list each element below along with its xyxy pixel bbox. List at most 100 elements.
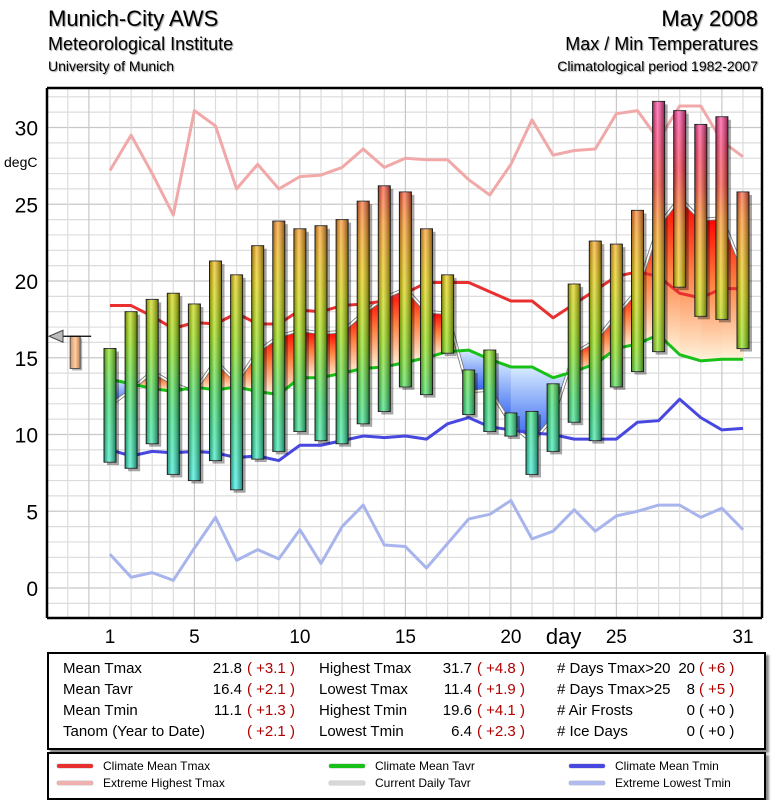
bar-shine [399, 191, 412, 387]
bar-shine [230, 274, 243, 490]
bar-shine [293, 228, 306, 432]
legend-swatch-icon [329, 781, 365, 785]
legend-label: Extreme Highest Tmax [103, 776, 225, 790]
institute-name: Meteorological Institute [48, 34, 234, 54]
stat-label: # Air Frosts [557, 702, 633, 719]
x-tick-label: 25 [606, 627, 627, 648]
stat-value: 11.4 [443, 681, 472, 698]
bar-shine [104, 348, 116, 463]
stat-anomaly: ( +6 ) [699, 660, 735, 677]
climate-period: Climatological period 1982-2007 [557, 58, 758, 74]
stat-anomaly: ( +4.8 ) [477, 660, 525, 677]
legend-swatch-icon [569, 764, 605, 768]
x-tick-label: 31 [732, 627, 753, 648]
monthly-mean-arrow-icon [47, 329, 64, 344]
stat-anomaly: ( +0 ) [699, 723, 735, 740]
legend-item: Climate Mean Tmin [569, 759, 719, 773]
legend-item: Climate Mean Tmax [57, 759, 210, 773]
y-tick-label: 0 [26, 578, 38, 601]
monthly-marker [47, 329, 92, 371]
bar-shine [737, 191, 749, 349]
legend-label: Climate Mean Tavr [375, 759, 475, 773]
y-axis-label: degC [4, 154, 37, 170]
stat-value: 0 [686, 702, 695, 719]
stats-panel: Mean Tmax 21.8 ( +3.1 ) Mean Tavr 16.4 ( +2.1… [47, 652, 766, 750]
stat-anomaly: ( +2.1 ) [247, 723, 295, 740]
bar-shine [631, 210, 644, 372]
bar-shine [673, 110, 686, 288]
bar-shine [378, 185, 391, 412]
legend: Climate Mean Tmax Climate Mean Tavr Climat… [47, 752, 766, 800]
stat-label: Highest Tmin [319, 702, 408, 719]
stat-label: Lowest Tmax [319, 681, 408, 698]
bar-shine [167, 293, 180, 475]
legend-swatch-icon [57, 781, 93, 785]
stat-label: # Days Tmax>20 [557, 660, 671, 677]
bar-shine [483, 350, 496, 432]
bar-shine [146, 299, 159, 444]
stat-label: Lowest Tmin [319, 723, 404, 740]
bar-shine [504, 413, 517, 437]
y-tick-label: 15 [15, 348, 38, 371]
bar-shine [589, 241, 602, 441]
stat-value: 11.1 [213, 702, 242, 719]
legend-item: Extreme Highest Tmax [57, 776, 225, 790]
stat-value: 8 [686, 681, 695, 698]
stat-anomaly: ( +0 ) [699, 702, 735, 719]
bar-shine [547, 383, 560, 452]
legend-label: Climate Mean Tmax [103, 759, 211, 773]
legend-item: Current Daily Tavr [329, 776, 471, 790]
stat-value: 19.6 [442, 702, 472, 719]
stat-label: Highest Tmax [319, 660, 412, 677]
stat-anomaly: ( +4.1 ) [477, 702, 525, 719]
monthly-anomaly-bar [69, 335, 81, 369]
bar-shine [568, 284, 581, 423]
bar-shine [336, 219, 349, 444]
chart-month: May 2008 [661, 6, 758, 31]
y-tick-label: 25 [15, 194, 38, 217]
stat-anomaly: ( +3.1 ) [247, 660, 295, 677]
bar-shine [420, 228, 433, 395]
bar-shine [209, 261, 222, 461]
bar-shine [125, 311, 138, 469]
x-tick-label: 1 [105, 627, 116, 648]
y-tick-label: 20 [15, 271, 38, 294]
x-tick-label: 15 [395, 627, 416, 648]
stat-label: Mean Tmax [63, 660, 142, 677]
bar-shine [462, 370, 475, 415]
stat-label: # Ice Days [557, 723, 628, 740]
stat-anomaly: ( +5 ) [699, 681, 735, 698]
bar-shine [610, 244, 623, 387]
stat-label: Mean Tavr [63, 681, 133, 698]
stat-value: 20 [678, 660, 695, 677]
stat-anomaly: ( +1.9 ) [477, 681, 525, 698]
bar-shine [652, 101, 665, 352]
stat-value: 0 [686, 723, 695, 740]
x-tick-label: 20 [500, 627, 521, 648]
extreme-highest-tmaxline [108, 104, 744, 217]
stat-value: 16.4 [212, 681, 242, 698]
bar-shine [694, 124, 707, 317]
y-tick-label: 30 [15, 118, 38, 141]
axes [45, 86, 764, 620]
stat-label: Mean Tmin [63, 702, 138, 719]
stat-label: # Days Tmax>25 [557, 681, 671, 698]
bar-shine [251, 245, 264, 460]
legend-label: Current Daily Tavr [375, 776, 471, 790]
legend-label: Climate Mean Tmin [615, 759, 719, 773]
legend-item: Climate Mean Tavr [329, 759, 475, 773]
x-tick-label: 5 [189, 627, 200, 648]
legend-swatch-icon [57, 764, 93, 768]
stat-value: 31.7 [442, 660, 472, 677]
bar-shine [441, 274, 454, 354]
legend-label: Extreme Lowest Tmin [615, 776, 731, 790]
bar-shine [715, 116, 728, 320]
y-tick-label: 10 [15, 425, 38, 448]
chart-subtitle: Max / Min Temperatures [565, 34, 758, 54]
station-name: Munich-City AWS [48, 6, 219, 31]
stat-label: Tanom (Year to Date) [63, 723, 206, 740]
stat-anomaly: ( +1.3 ) [247, 702, 295, 719]
bar-shine [188, 304, 201, 481]
x-tick-label: 10 [289, 627, 310, 648]
